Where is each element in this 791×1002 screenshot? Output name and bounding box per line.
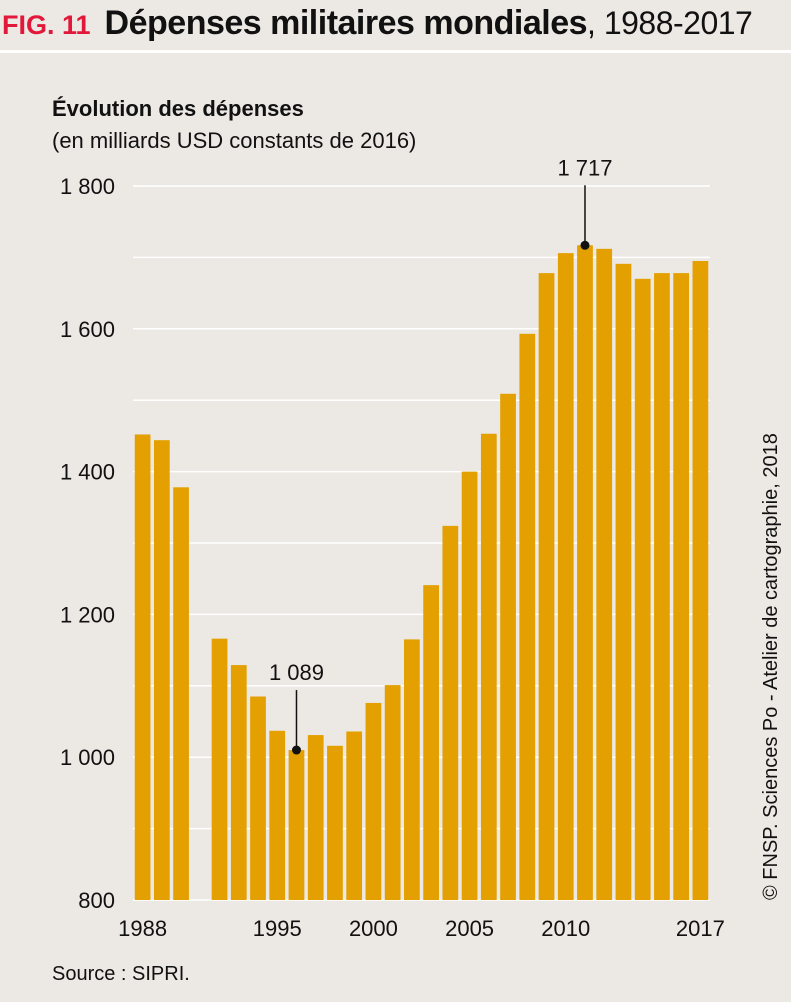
title-divider (0, 50, 791, 53)
figure-title: Dépenses militaires mondiales (104, 4, 588, 42)
bar-1992 (211, 638, 228, 900)
bar-2006 (480, 433, 497, 900)
bar-1993 (230, 665, 247, 900)
bar-2016 (673, 273, 690, 900)
bar-1999 (346, 731, 363, 900)
bar-2009 (538, 273, 555, 900)
bar-2012 (596, 248, 613, 900)
chart-title: Évolution des dépenses (52, 96, 304, 121)
copyright-credit: © FNSP. Sciences Po - Atelier de cartogr… (760, 433, 782, 900)
x-tick-label: 1995 (253, 916, 302, 941)
y-tick-label: 1 000 (60, 745, 115, 770)
bar-2008 (519, 333, 536, 901)
bar-2001 (384, 685, 401, 900)
figure-number: FIG. 11 (2, 10, 91, 40)
x-tick-label: 2017 (676, 916, 725, 941)
y-tick-label: 1 600 (60, 317, 115, 342)
bar-1994 (250, 696, 266, 900)
bar-2011 (577, 245, 593, 901)
y-tick-label: 800 (78, 888, 115, 913)
bar-1996 (288, 750, 305, 900)
bar-2010 (557, 253, 574, 901)
bar-1995 (269, 730, 286, 900)
bar-2007 (500, 393, 516, 900)
bar-2003 (423, 585, 439, 900)
bar-2004 (442, 525, 459, 900)
y-tick-label: 1 200 (60, 602, 115, 627)
bar-1998 (327, 745, 343, 900)
figure-header: FIG. 11 Dépenses militaires mondiales , … (2, 4, 753, 50)
source-note: Source : SIPRI. (52, 963, 190, 985)
x-tick-label: 1988 (118, 916, 167, 941)
bar-2000 (365, 702, 382, 900)
x-tick-label: 2005 (445, 916, 494, 941)
y-tick-label: 1 400 (60, 460, 115, 485)
bar-1989 (153, 440, 170, 900)
bar-2013 (615, 263, 632, 900)
bar-2014 (634, 278, 651, 900)
annotation-label: 1 089 (269, 660, 324, 685)
annotation-label: 1 717 (557, 155, 612, 180)
bar-1990 (173, 487, 189, 900)
y-tick-label: 1 800 (60, 174, 115, 199)
bar-2005 (461, 471, 478, 900)
bar-1997 (307, 735, 324, 900)
bar-1988 (134, 434, 151, 900)
annotation-dot (291, 745, 301, 755)
chart-unit-subtitle: (en milliards USD constants de 2016) (52, 128, 417, 153)
annotation-dot (580, 240, 590, 250)
bar-2015 (654, 273, 670, 900)
bar-2002 (404, 639, 420, 900)
x-tick-label: 2010 (541, 916, 590, 941)
bar-2017 (692, 260, 709, 901)
figure-title-period: , 1988-2017 (587, 5, 753, 41)
x-tick-label: 2000 (349, 916, 398, 941)
